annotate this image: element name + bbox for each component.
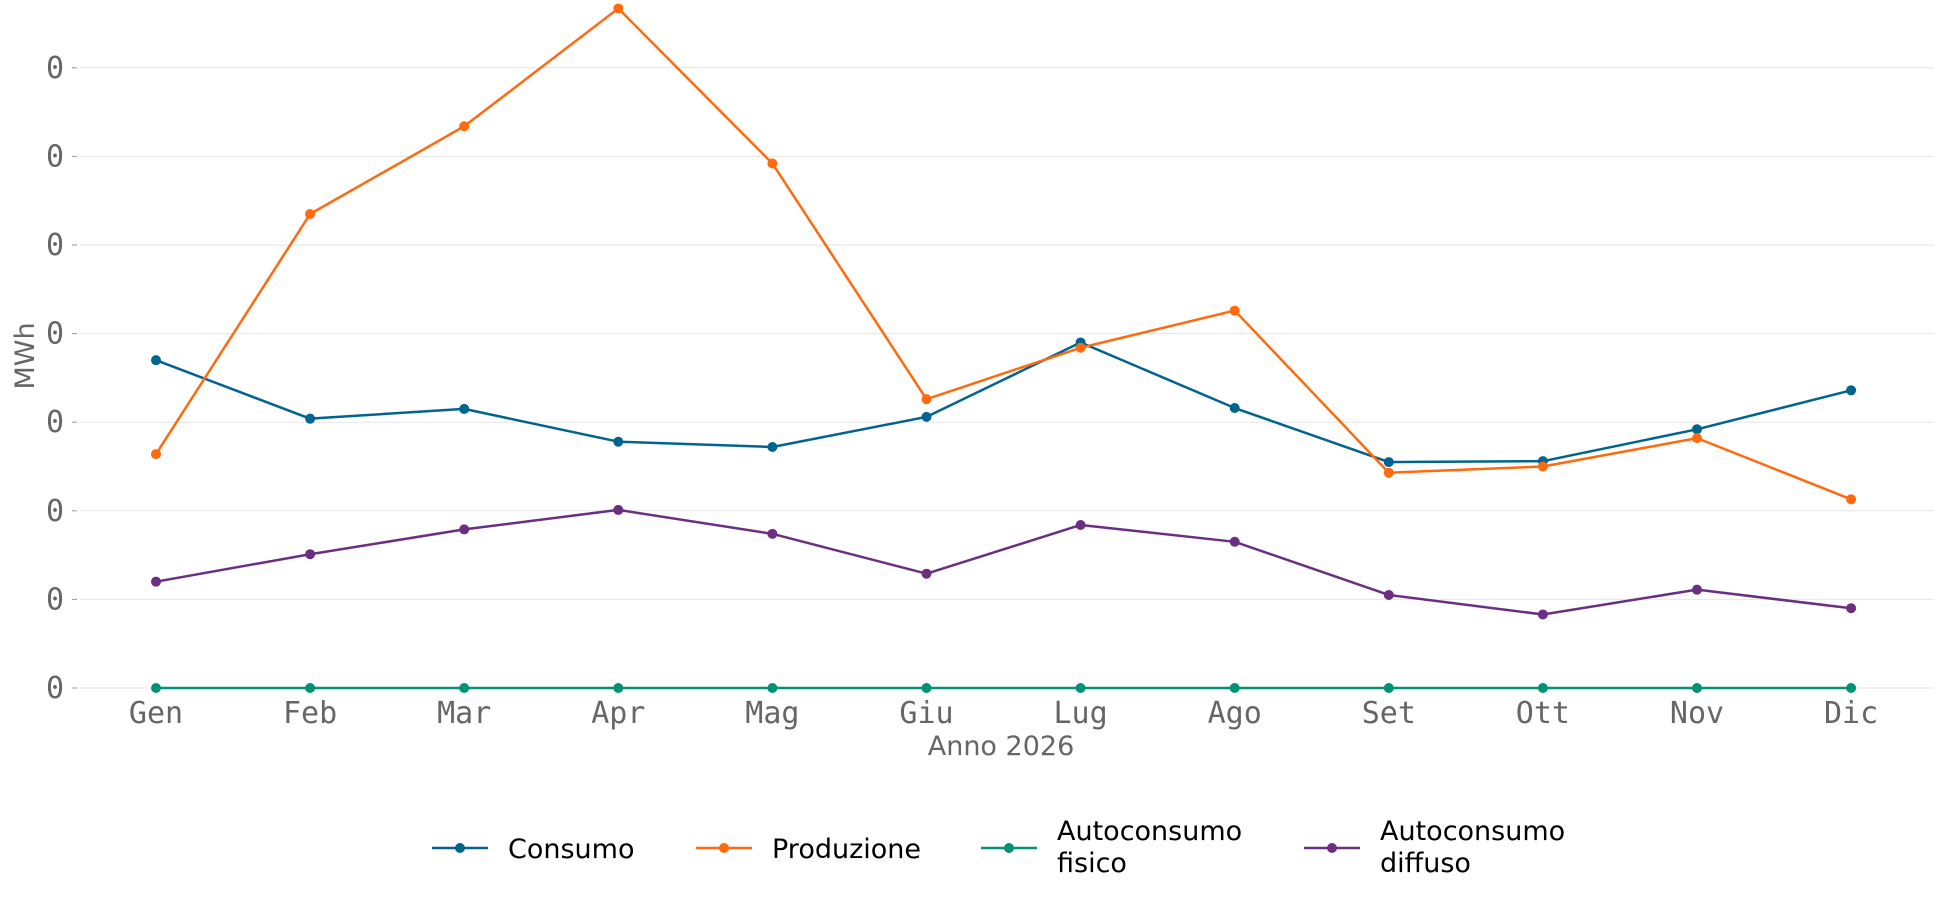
data-point [767,158,778,169]
data-point [767,683,778,693]
data-point [1383,467,1394,478]
data-point [1537,683,1548,693]
data-point [1692,584,1702,595]
data-point [305,413,316,424]
grid-layer [80,67,1934,689]
x-tick-label: Ago [1208,696,1262,731]
series-line [154,7,1852,501]
x-axis-label: Anno 2026 [928,731,1075,762]
data-point [1846,385,1857,396]
data-point [1075,683,1086,693]
legend-label: Produzione [772,834,921,865]
y-tick-label: 0 [46,51,64,86]
data-point [1846,683,1857,693]
x-tick-label: Set [1362,696,1416,731]
data-point [1692,683,1702,693]
y-axis-label: MWh [10,322,41,389]
y-tick-label: 0 [46,139,64,174]
data-point [921,394,932,405]
data-point [1229,683,1240,693]
legend-item: Consumo [432,834,634,865]
data-point [1846,494,1857,505]
data-point [921,683,932,693]
data-point [459,403,470,414]
x-tick-label: Apr [591,696,645,731]
y-tick-label: 0 [46,494,64,529]
x-tick-label: Feb [283,696,337,731]
legend-swatch-marker [1327,843,1337,853]
data-point [1383,457,1394,468]
data-point [1692,433,1702,444]
x-tick-label: Dic [1824,696,1878,731]
x-tick-label: Giu [899,696,953,731]
legend-swatch-marker [719,843,729,853]
series-layer [151,3,1857,693]
y-tick-label: 0 [46,405,64,440]
x-tick-label: Gen [129,696,183,731]
y-tick-label: 0 [46,317,64,352]
x-tick-label: Nov [1670,696,1724,731]
legend-label: Autoconsumo [1380,816,1565,847]
data-point [613,683,624,693]
series-line [155,508,1852,616]
x-tick-label: Lug [1054,696,1108,731]
data-point [459,121,470,132]
series-produzione [151,3,1857,505]
data-point [305,683,316,693]
data-point [151,449,161,460]
data-point [1229,403,1240,414]
data-point [1692,424,1702,435]
data-point [921,411,932,422]
legend-label: Autoconsumo [1057,816,1242,847]
data-point [151,355,161,366]
data-point [305,208,316,219]
legend-swatch-marker [455,843,465,853]
x-tick-label: Mar [437,696,491,731]
data-point [1229,536,1240,547]
data-point [1537,609,1548,620]
data-point [305,549,316,560]
x-tick-label: Mag [745,696,799,731]
series-autoconsumo-diffuso [151,504,1857,620]
series-consumo [151,337,1857,468]
y-tick-label: 0 [46,671,64,706]
series-autoconsumo-fisico [151,683,1857,693]
data-point [1537,461,1548,472]
data-point [1075,519,1086,530]
series-line [155,341,1852,464]
data-point [1075,342,1086,353]
legend-label: diffuso [1380,848,1471,879]
data-point [1229,305,1240,316]
y-tick-label: 0 [46,228,64,263]
data-point [1383,589,1394,600]
data-point [613,504,624,515]
data-point [151,683,161,693]
data-point [459,524,470,535]
x-tick-label: Ott [1516,696,1570,731]
data-point [613,3,624,14]
data-point [151,576,161,587]
x-axis: Gen Feb Mar Apr Mag Giu Lug Ago Set Ott Nov Dic [129,696,1878,731]
data-point [921,568,932,579]
data-point [1383,683,1394,693]
data-point [767,528,778,539]
legend-item: Produzione [696,834,921,865]
data-point [767,442,778,453]
legend-swatch-marker [1004,843,1014,853]
legend: Consumo ProduzioneAutoconsumofisicoAutoco… [432,816,1565,879]
data-point [613,436,624,447]
legend-label: Consumo [508,834,634,865]
data-point [459,683,470,693]
legend-label: fisico [1057,848,1127,879]
y-tick-label: 0 [46,582,64,617]
y-axis: 0 0 0 0 0 0 0 0 [46,51,77,706]
data-point [1846,603,1857,614]
